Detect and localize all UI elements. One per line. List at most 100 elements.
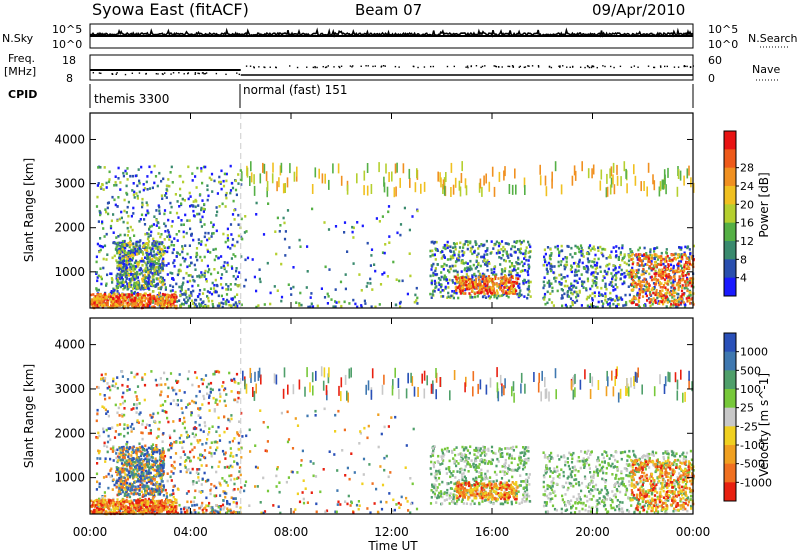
heatmap-cell <box>293 171 296 182</box>
heatmap-cell <box>289 287 293 290</box>
nsky-tick-top: 10^5 <box>52 23 82 36</box>
heatmap-cell <box>144 276 147 279</box>
heatmap-cell <box>119 285 122 289</box>
heatmap-cell <box>619 251 622 254</box>
heatmap-cell <box>316 304 319 308</box>
heatmap-cell <box>456 273 459 277</box>
heatmap-cell <box>573 274 576 277</box>
heatmap-cell <box>476 295 479 298</box>
heatmap-cell <box>107 295 110 299</box>
heatmap-cell <box>177 216 180 219</box>
heatmap-cell <box>139 218 142 221</box>
heatmap-cell <box>399 300 402 304</box>
heatmap-cell <box>631 301 634 305</box>
heatmap-cell <box>460 287 463 290</box>
heatmap-cell <box>553 277 556 280</box>
heatmap-cell <box>190 299 194 303</box>
nave-dot <box>537 66 540 68</box>
heatmap-cell <box>130 293 134 297</box>
heatmap-cell <box>214 247 217 251</box>
heatmap-cell <box>116 295 119 299</box>
heatmap-cell <box>401 279 404 283</box>
heatmap-cell <box>194 175 197 178</box>
heatmap-cell <box>98 434 101 438</box>
heatmap-cell <box>551 178 553 189</box>
heatmap-cell <box>648 284 651 287</box>
heatmap-cell <box>238 434 241 437</box>
heatmap-cell <box>633 164 635 175</box>
heatmap-cell <box>192 204 195 207</box>
heatmap-cell <box>129 280 132 283</box>
heatmap-cell <box>527 293 530 296</box>
heatmap-cell <box>474 283 477 287</box>
heatmap-cell <box>464 178 467 189</box>
heatmap-cell <box>649 276 652 279</box>
heatmap-cell <box>165 196 168 199</box>
heatmap-cell <box>150 296 154 300</box>
cpid-label: CPID <box>8 88 37 101</box>
heatmap-cell <box>497 244 501 248</box>
heatmap-cell <box>143 299 146 303</box>
heatmap-cell <box>124 255 127 259</box>
heatmap-cell <box>314 167 317 178</box>
heatmap-cell <box>184 213 187 217</box>
heatmap-cell <box>672 304 675 307</box>
heatmap-cell <box>522 282 525 285</box>
nave-dot <box>579 66 582 68</box>
heatmap-cell <box>149 297 152 301</box>
heatmap-cell <box>457 258 460 262</box>
heatmap-cell <box>97 386 100 389</box>
heatmap-cell <box>524 185 526 195</box>
heatmap-cell <box>150 266 153 270</box>
heatmap-cell <box>142 284 146 287</box>
heatmap-cell <box>588 244 592 247</box>
heatmap-cell <box>612 289 615 292</box>
heatmap-cell <box>146 294 150 297</box>
heatmap-cell <box>605 264 608 268</box>
nave-dot <box>588 66 591 69</box>
heatmap-cell <box>199 416 202 419</box>
heatmap-cell <box>643 181 645 191</box>
nave-dot <box>689 66 692 69</box>
heatmap-cell <box>237 487 240 491</box>
nave-tick-bottom: 0 <box>708 72 715 85</box>
heatmap-cell <box>206 198 209 202</box>
heatmap-cell <box>98 497 101 501</box>
nave-dot <box>495 65 498 68</box>
heatmap-cell <box>208 427 211 430</box>
heatmap-cell <box>638 292 641 296</box>
heatmap-cell <box>197 441 200 444</box>
heatmap-cell <box>687 265 690 268</box>
heatmap-cell <box>104 372 107 376</box>
nsearch-tick-bottom: 10^0 <box>708 38 738 51</box>
heatmap-cell <box>518 274 521 278</box>
heatmap-cell <box>167 178 170 181</box>
heatmap-cell <box>617 257 620 261</box>
heatmap-cell <box>501 279 504 283</box>
heatmap-cell <box>676 186 679 197</box>
nave-dot <box>562 65 564 67</box>
heatmap-cell <box>604 295 607 298</box>
heatmap-cell <box>590 304 593 308</box>
nave-dot <box>531 65 534 67</box>
heatmap-cell <box>479 178 482 189</box>
heatmap-cell <box>454 260 458 264</box>
heatmap-cell <box>101 220 104 224</box>
heatmap-cell <box>121 375 124 378</box>
heatmap-cell <box>593 261 596 264</box>
heatmap-cell <box>596 272 599 275</box>
heatmap-cell <box>578 291 581 294</box>
heatmap-cell <box>199 218 202 222</box>
heatmap-cell <box>458 286 462 290</box>
heatmap-cell <box>178 175 181 178</box>
heatmap-cell <box>196 439 199 442</box>
heatmap-cell <box>454 245 457 249</box>
heatmap-cell <box>402 163 405 174</box>
heatmap-cell <box>147 268 150 272</box>
heatmap-cell <box>543 298 546 301</box>
heatmap-cell <box>182 281 185 285</box>
heatmap-cell <box>500 257 503 260</box>
heatmap-cell <box>360 305 363 309</box>
heatmap-cell <box>116 244 119 248</box>
heatmap-cell <box>352 298 355 302</box>
